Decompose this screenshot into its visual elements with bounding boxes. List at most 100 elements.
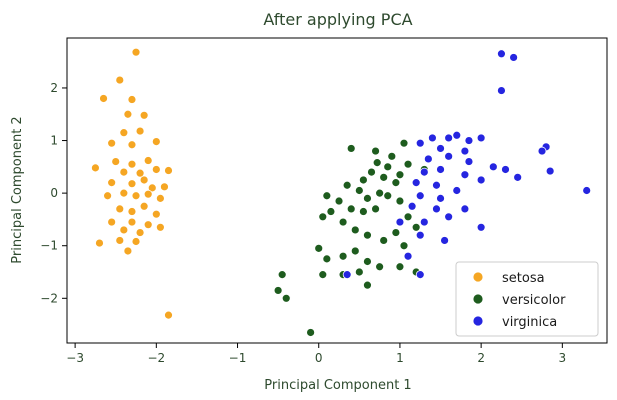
data-point <box>338 251 348 261</box>
data-point <box>403 159 413 169</box>
chart-title: After applying PCA <box>263 10 412 29</box>
data-point <box>391 178 401 188</box>
series-virginica <box>342 49 592 280</box>
data-point <box>131 47 141 57</box>
data-point <box>513 172 523 182</box>
data-point <box>432 180 441 190</box>
data-point <box>107 138 117 148</box>
data-point <box>342 270 352 280</box>
x-tick-label: 0 <box>315 351 323 365</box>
data-point <box>346 144 356 153</box>
data-point <box>428 133 437 143</box>
data-point <box>371 146 380 156</box>
data-point <box>391 228 401 237</box>
data-point <box>358 207 368 216</box>
data-point <box>432 204 441 214</box>
data-point <box>415 230 425 240</box>
data-point <box>143 156 153 165</box>
data-point <box>127 95 137 104</box>
data-point <box>363 257 372 266</box>
data-point <box>151 165 161 174</box>
data-point <box>460 146 470 156</box>
data-point <box>403 212 413 222</box>
data-point <box>367 167 376 177</box>
data-point <box>444 133 454 143</box>
data-point <box>383 191 393 201</box>
points-layer <box>91 47 592 337</box>
data-point <box>338 217 348 227</box>
x-tick-label: 1 <box>396 351 404 365</box>
data-point <box>395 170 405 180</box>
data-point <box>135 168 145 178</box>
data-point <box>488 162 498 172</box>
data-point <box>103 191 113 201</box>
data-point <box>383 162 393 172</box>
data-point <box>135 126 145 136</box>
data-point <box>127 140 137 150</box>
data-point <box>537 146 547 156</box>
data-point <box>131 191 141 201</box>
data-point <box>415 270 425 280</box>
data-point <box>415 191 425 201</box>
data-point <box>399 138 409 148</box>
data-point <box>99 94 108 103</box>
data-point <box>155 193 165 203</box>
data-point <box>464 136 474 145</box>
data-point <box>143 189 153 199</box>
data-point <box>476 133 486 143</box>
data-point <box>322 191 332 201</box>
series-versicolor <box>273 138 429 337</box>
data-point <box>127 207 137 216</box>
data-point <box>387 151 397 161</box>
data-point <box>411 222 421 232</box>
legend-marker <box>472 271 484 283</box>
data-point <box>277 270 287 280</box>
data-point <box>139 110 149 120</box>
data-point <box>358 175 368 185</box>
data-point <box>164 166 173 175</box>
data-point <box>155 222 165 232</box>
data-point <box>497 49 506 59</box>
data-point <box>314 243 324 253</box>
data-point <box>379 236 389 245</box>
data-point <box>107 217 117 227</box>
data-point <box>444 212 454 222</box>
data-point <box>342 180 352 190</box>
data-point <box>460 204 470 214</box>
data-point <box>403 251 413 261</box>
y-axis: −2 −1 0 1 2 <box>40 81 67 305</box>
data-point <box>407 201 417 211</box>
data-point <box>419 167 429 177</box>
data-point <box>160 182 169 192</box>
data-point <box>354 267 364 277</box>
data-point <box>350 246 360 256</box>
data-point <box>326 207 336 216</box>
data-point <box>119 188 129 198</box>
data-point <box>460 170 470 180</box>
legend-marker <box>472 315 484 327</box>
data-point <box>476 222 486 232</box>
data-point <box>127 179 137 189</box>
x-tick-label: 3 <box>559 351 567 365</box>
data-point <box>273 286 283 295</box>
data-point <box>419 217 429 227</box>
data-point <box>346 204 356 214</box>
data-point <box>91 163 100 173</box>
y-tick-label: 0 <box>50 186 58 200</box>
data-point <box>363 193 372 203</box>
data-point <box>127 217 137 227</box>
legend-label: virginica <box>502 315 557 330</box>
data-point <box>423 154 433 164</box>
data-point <box>123 109 133 119</box>
data-point <box>135 228 145 237</box>
data-point <box>375 188 385 198</box>
data-point <box>444 151 454 161</box>
data-point <box>164 310 173 320</box>
legend-label: versicolor <box>502 293 566 308</box>
data-point <box>281 293 291 303</box>
data-point <box>395 217 405 227</box>
data-point <box>139 201 149 211</box>
data-point <box>306 328 316 337</box>
x-tick-label: −1 <box>229 351 247 365</box>
data-point <box>151 209 161 219</box>
